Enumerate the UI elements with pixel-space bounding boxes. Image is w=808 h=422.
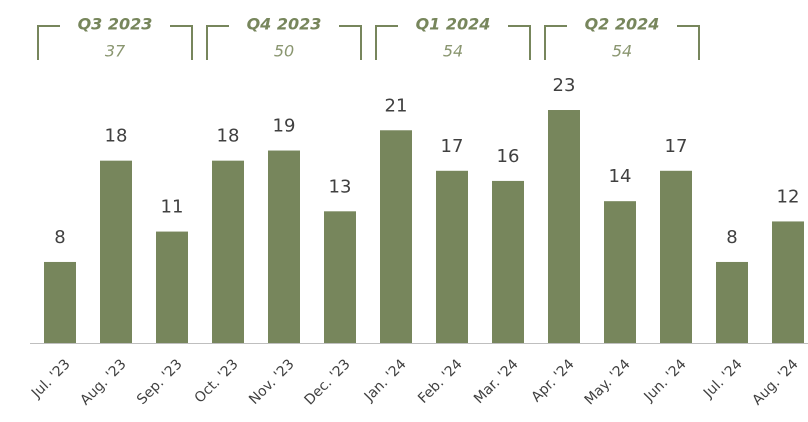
value-label: 23 (553, 75, 576, 96)
bracket (677, 25, 700, 60)
bar (156, 231, 188, 343)
quarter-label: Q3 2023 (78, 15, 153, 34)
quarter-label: Q4 2023 (247, 15, 322, 34)
bracket (508, 25, 531, 60)
x-tick-label: Dec. '23 (302, 356, 354, 408)
bar (44, 261, 76, 343)
value-label: 21 (385, 95, 408, 116)
x-tick-label: Oct. '23 (192, 356, 242, 406)
bracket (339, 25, 362, 60)
quarter-label: Q1 2024 (416, 15, 491, 34)
bracket (206, 25, 229, 60)
bracket (37, 25, 60, 60)
bar (492, 180, 524, 343)
quarter-label: Q2 2024 (585, 15, 660, 34)
bar (212, 160, 244, 343)
quarter-value: 54 (443, 42, 463, 61)
x-tick-label: May. '24 (582, 356, 634, 408)
x-tick-label: Mar. '24 (471, 356, 522, 407)
x-tick-label: Jun. '24 (641, 356, 690, 405)
bar (660, 170, 692, 343)
bar (324, 211, 356, 343)
value-label: 17 (441, 136, 464, 157)
bar (716, 261, 748, 343)
x-tick-label: Feb. '24 (415, 356, 466, 407)
value-label: 16 (497, 146, 520, 167)
value-label: 14 (609, 166, 632, 187)
quarter-value: 50 (274, 42, 294, 61)
value-label: 8 (54, 227, 65, 248)
value-label: 19 (273, 116, 296, 137)
bracket (375, 25, 398, 60)
bar (100, 160, 132, 343)
x-tick-label: Sep. '23 (134, 356, 186, 408)
value-label: 17 (665, 136, 688, 157)
x-tick-label: Aug. '23 (77, 356, 129, 408)
quarter-value: 54 (612, 42, 632, 61)
x-tick-label: Apr. '24 (529, 356, 578, 405)
bar (772, 221, 804, 343)
bar (436, 170, 468, 343)
value-label: 18 (217, 126, 240, 147)
value-label: 13 (329, 176, 352, 197)
x-tick-label: Jan. '24 (361, 356, 410, 405)
x-tick-label: Jul. '23 (28, 356, 74, 402)
value-label: 12 (777, 186, 800, 207)
bar (268, 150, 300, 343)
bracket (170, 25, 193, 60)
quarter-value: 37 (105, 42, 126, 61)
x-tick-label: Aug. '24 (749, 356, 801, 408)
x-tick-label: Nov. '23 (246, 356, 297, 407)
bar (380, 130, 412, 343)
x-tick-label: Jul. '24 (700, 356, 746, 402)
value-label: 8 (726, 227, 737, 248)
value-label: 11 (161, 197, 184, 218)
value-label: 18 (105, 126, 128, 147)
bar (604, 201, 636, 343)
bracket (544, 25, 567, 60)
bar (548, 110, 580, 343)
